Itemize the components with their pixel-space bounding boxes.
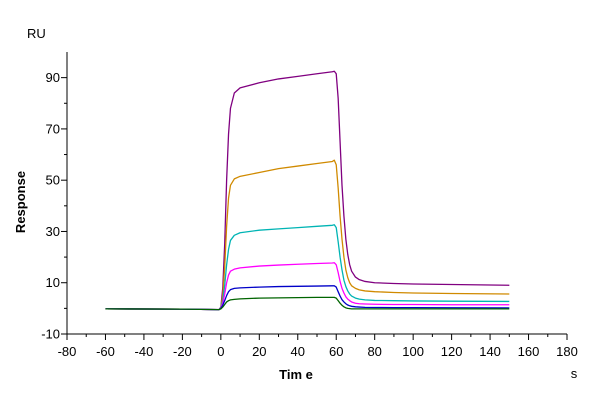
x-axis-ticks: -80 -60 -40 -20 0 20 40 60 80 100 120 140 160 180	[58, 334, 578, 359]
y-tick-label: 10	[46, 275, 60, 290]
y-unit-label: RU	[27, 26, 46, 41]
y-axis-ticks: -10 10 30 50 70 90	[41, 70, 67, 342]
x-unit-label: s	[571, 366, 578, 381]
x-tick-label: 0	[217, 344, 224, 359]
x-tick-label: -80	[58, 344, 77, 359]
y-axis-title: Response	[13, 171, 28, 233]
x-tick-label: 40	[291, 344, 305, 359]
series-line-curve-4	[105, 262, 510, 311]
x-tick-label: 60	[329, 344, 343, 359]
series-line-curve-1	[105, 70, 510, 311]
x-tick-label: 180	[556, 344, 578, 359]
series-line-curve-2	[105, 159, 510, 311]
x-tick-label: 20	[252, 344, 266, 359]
x-tick-label: -20	[173, 344, 192, 359]
x-tick-label: 100	[402, 344, 424, 359]
y-tick-label: 70	[46, 121, 60, 136]
series-layer	[105, 70, 510, 311]
x-tick-label: -40	[135, 344, 154, 359]
series-line-curve-3	[105, 224, 510, 311]
y-tick-label: -10	[41, 327, 60, 342]
x-tick-label: -60	[96, 344, 115, 359]
y-tick-label: 50	[46, 173, 60, 188]
x-axis-title: Tim e	[279, 367, 313, 382]
series-line-curve-5	[105, 285, 510, 311]
y-tick-label: 90	[46, 70, 60, 85]
x-tick-label: 160	[518, 344, 540, 359]
x-tick-label: 120	[441, 344, 463, 359]
series-line-curve-6	[105, 296, 510, 311]
y-tick-label: 30	[46, 224, 60, 239]
x-tick-label: 140	[479, 344, 501, 359]
x-tick-label: 80	[367, 344, 381, 359]
